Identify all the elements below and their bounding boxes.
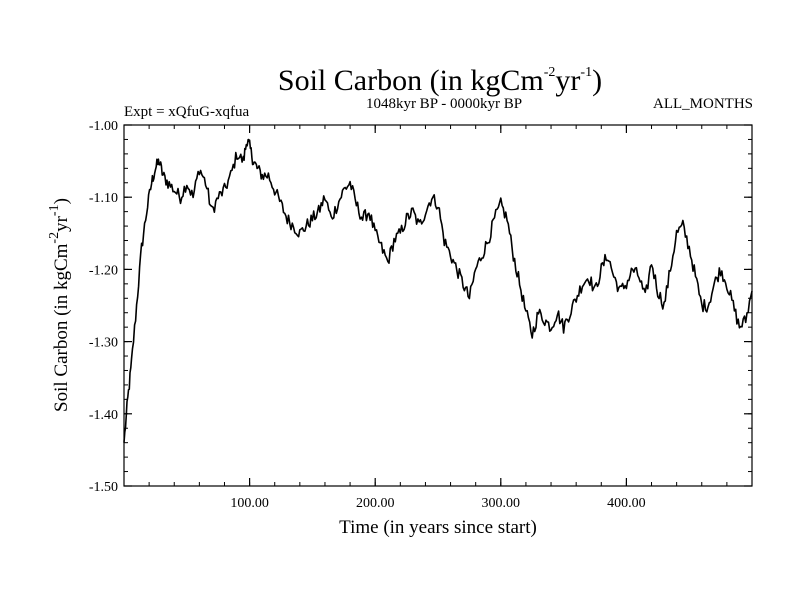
subtitle-experiment: Expt = xQfuG-xqfua [124,104,249,120]
ylabel-tail: ) [51,198,72,204]
ylabel-main: Soil Carbon (in kgCm [51,243,72,412]
y-axis: -1.00 -1.10 -1.20 -1.30 -1.40 -1.50 [89,119,752,495]
ylabel-exp1: -2 [47,232,62,244]
y-tick-label: -1.40 [89,408,118,423]
subtitle-period: 1048kyr BP - 0000kyr BP [366,96,522,112]
y-tick-label: -1.30 [89,336,118,351]
title-exp2: -1 [580,65,592,80]
x-tick-label: 100.00 [230,496,269,511]
plot-frame [123,124,753,487]
x-axis-label: Time (in years since start) [339,517,537,538]
y-axis-label: Soil Carbon (in kgCm-2yr-1) [47,198,72,412]
title-tail: ) [592,64,602,97]
x-tick-label: 400.00 [607,496,646,511]
title-exp1: -2 [544,65,556,80]
y-tick-label: -1.00 [89,119,118,134]
y-tick-label: -1.50 [89,480,118,495]
series-line [123,138,753,443]
x-tick-label: 200.00 [356,496,395,511]
title-main: Soil Carbon (in kgCm [278,64,544,97]
subtitle-months: ALL_MONTHS [653,96,753,112]
x-axis: 100.00 200.00 300.00 400.00 [123,125,753,511]
chart-title: Soil Carbon (in kgCm-2yr-1) [278,64,602,97]
title-mid: yr [555,64,580,97]
y-tick-label: -1.20 [89,263,118,278]
y-tick-label: -1.10 [89,191,118,206]
x-tick-label: 300.00 [482,496,521,511]
ylabel-exp2: -1 [47,204,62,216]
ylabel-mid: yr [51,215,72,232]
